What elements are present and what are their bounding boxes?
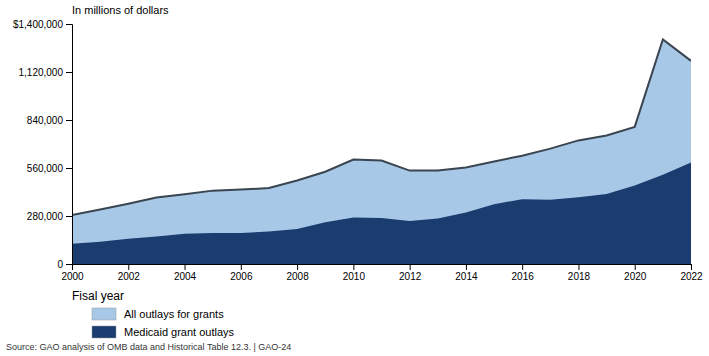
x-tick: 2016 bbox=[512, 264, 535, 282]
y-tick-mark bbox=[66, 168, 72, 169]
x-tick: 2002 bbox=[118, 264, 141, 282]
x-tick-label: 2002 bbox=[118, 271, 141, 282]
plot: 0 280,000 560,000 840,000 1,120,000 $1,400,00… bbox=[13, 19, 703, 282]
y-tick-label: 560,000 bbox=[27, 163, 64, 174]
legend-swatch bbox=[92, 308, 116, 320]
y-axis: 0 280,000 560,000 840,000 1,120,000 $1,400,00… bbox=[13, 19, 73, 270]
legend-item: All outlays for grants bbox=[92, 308, 224, 320]
x-tick-mark bbox=[297, 264, 298, 270]
x-tick-mark bbox=[185, 264, 186, 270]
x-tick-mark bbox=[578, 264, 579, 270]
y-tick: $1,400,000 bbox=[13, 19, 72, 30]
x-tick: 2000 bbox=[61, 264, 84, 282]
x-tick-label: 2018 bbox=[568, 271, 591, 282]
x-tick: 2014 bbox=[455, 264, 478, 282]
x-tick: 2022 bbox=[680, 264, 703, 282]
legend-swatch bbox=[92, 326, 116, 338]
chart: 0 280,000 560,000 840,000 1,120,000 $1,400,00… bbox=[0, 0, 709, 356]
x-tick-label: 2000 bbox=[61, 271, 84, 282]
x-tick: 2008 bbox=[286, 264, 309, 282]
x-tick-label: 2014 bbox=[455, 271, 478, 282]
y-tick-label: $1,400,000 bbox=[13, 19, 63, 30]
y-tick-label: 280,000 bbox=[27, 211, 64, 222]
x-tick: 2018 bbox=[568, 264, 591, 282]
legend-label: Medicaid grant outlays bbox=[124, 326, 235, 338]
x-tick: 2004 bbox=[174, 264, 197, 282]
x-axis: 2000 2002 2004 2006 2008 2010 2012 2014 2016 2018… bbox=[61, 264, 703, 282]
legend-item: Medicaid grant outlays bbox=[92, 326, 235, 338]
y-tick: 0 bbox=[57, 259, 72, 270]
x-label: Fisal year bbox=[72, 289, 124, 303]
x-tick-mark bbox=[72, 264, 73, 270]
y-tick-mark bbox=[66, 216, 72, 217]
y-label: In millions of dollars bbox=[72, 4, 169, 16]
y-tick-mark bbox=[66, 120, 72, 121]
area bbox=[72, 39, 691, 264]
area bbox=[72, 163, 691, 264]
x-tick-mark bbox=[466, 264, 467, 270]
x-tick-label: 2006 bbox=[230, 271, 253, 282]
x-tick-mark bbox=[410, 264, 411, 270]
x-tick: 2006 bbox=[230, 264, 253, 282]
x-tick-label: 2020 bbox=[624, 271, 647, 282]
x-tick-mark bbox=[635, 264, 636, 270]
legend: All outlays for grants Medicaid grant out… bbox=[92, 308, 235, 338]
x-tick-mark bbox=[522, 264, 523, 270]
outline bbox=[72, 39, 691, 215]
x-tick-label: 2010 bbox=[343, 271, 366, 282]
x-tick: 2020 bbox=[624, 264, 647, 282]
legend-label: All outlays for grants bbox=[124, 308, 224, 320]
source: Source: GAO analysis of OMB data and His… bbox=[6, 342, 291, 352]
x-tick-label: 2004 bbox=[174, 271, 197, 282]
x-tick-label: 2022 bbox=[680, 271, 703, 282]
x-tick-label: 2012 bbox=[399, 271, 422, 282]
y-tick-label: 840,000 bbox=[27, 115, 64, 126]
y-axis-line bbox=[66, 25, 73, 265]
marks bbox=[72, 39, 691, 264]
x-tick-mark bbox=[691, 264, 692, 270]
y-tick-mark bbox=[66, 72, 72, 73]
y-tick: 280,000 bbox=[27, 211, 72, 222]
x-tick: 2012 bbox=[399, 264, 422, 282]
y-tick-mark bbox=[66, 264, 72, 265]
y-tick-label: 0 bbox=[57, 259, 63, 270]
y-tick: 560,000 bbox=[27, 163, 72, 174]
x-tick-mark bbox=[241, 264, 242, 270]
x-axis-line bbox=[73, 265, 692, 271]
y-tick: 840,000 bbox=[27, 115, 72, 126]
x-tick-mark bbox=[128, 264, 129, 270]
x-tick-label: 2008 bbox=[286, 271, 309, 282]
x-tick-mark bbox=[353, 264, 354, 270]
y-tick-mark bbox=[66, 24, 72, 25]
x-tick: 2010 bbox=[343, 264, 366, 282]
y-tick-label: 1,120,000 bbox=[19, 67, 64, 78]
y-tick: 1,120,000 bbox=[19, 67, 73, 78]
x-tick-label: 2016 bbox=[512, 271, 535, 282]
